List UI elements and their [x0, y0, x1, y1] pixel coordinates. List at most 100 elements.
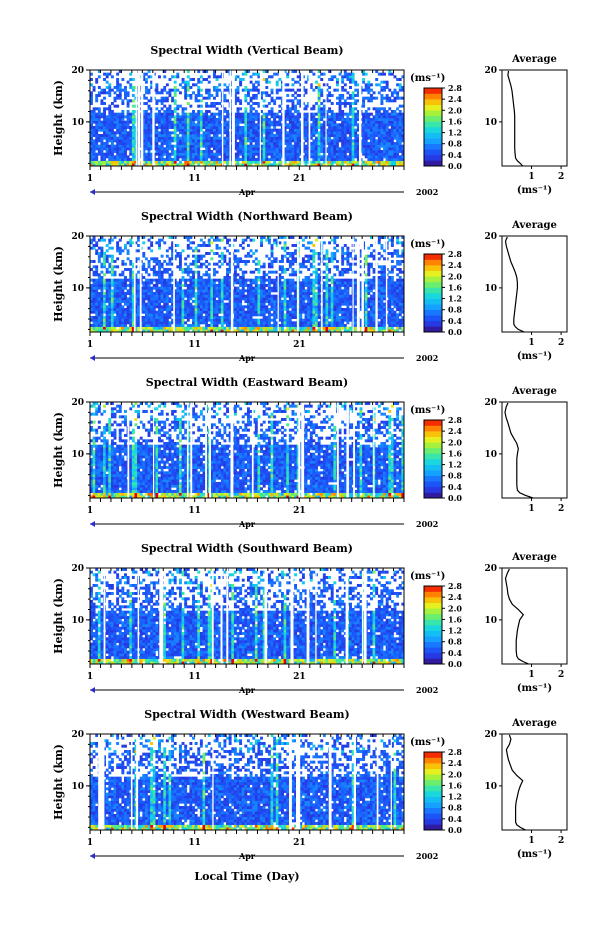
colorbar-tick-label: 0.0: [448, 659, 462, 669]
y-axis-label: Height (km): [52, 744, 65, 820]
colorbar-band: [424, 104, 442, 111]
average-x-tick-label: 1: [528, 338, 534, 348]
colorbar-tick-label: 1.2: [448, 626, 462, 636]
colorbar-band: [424, 818, 442, 825]
colorbar-band: [424, 425, 442, 432]
colorbar-tick-label: 2.8: [448, 83, 462, 93]
colorbar-band: [424, 658, 442, 665]
colorbar-band: [424, 436, 442, 443]
year-label: 2002: [416, 851, 438, 861]
colorbar-tick-label: 2.4: [448, 426, 462, 436]
average-frame: [501, 235, 568, 333]
average-x-label: (ms⁻¹): [517, 849, 552, 860]
month-span-arrow: [90, 853, 95, 859]
colorbar-band: [424, 132, 442, 139]
average-profile-line: [504, 568, 529, 665]
average-y-tick-label: 20: [484, 66, 497, 76]
colorbar-band: [424, 602, 442, 609]
colorbar-tick-label: 0.8: [448, 305, 462, 315]
colorbar-band: [424, 597, 442, 604]
colorbar-tick-label: 2.4: [448, 94, 462, 104]
year-label: 2002: [416, 519, 438, 529]
colorbar-band: [424, 320, 442, 327]
x-tick-label: 21: [293, 340, 306, 350]
colorbar-tick-label: 2.8: [448, 747, 462, 757]
panel-title: Spectral Width (Vertical Beam): [150, 44, 343, 57]
colorbar-tick-label: 2.4: [448, 592, 462, 602]
average-y-tick-label: 10: [484, 616, 497, 626]
average-y-tick-label: 20: [484, 564, 497, 574]
year-label: 2002: [416, 685, 438, 695]
colorbar-band: [424, 326, 442, 333]
colorbar-band: [424, 149, 442, 156]
colorbar-tick-label: 0.8: [448, 637, 462, 647]
colorbar-band: [424, 796, 442, 803]
x-tick-label: 11: [188, 672, 201, 682]
colorbar-band: [424, 768, 442, 775]
average-title: Average: [511, 718, 557, 729]
colorbar-band: [424, 276, 442, 283]
colorbar-tick-label: 2.4: [448, 758, 462, 768]
colorbar-tick-label: 2.0: [448, 437, 462, 447]
month-label: Apr: [238, 187, 256, 197]
colorbar-band: [424, 431, 442, 438]
colorbar-tick-label: 0.8: [448, 471, 462, 481]
y-tick-label: 10: [71, 616, 84, 626]
colorbar-tick-label: 1.6: [448, 614, 462, 624]
colorbar-band: [424, 447, 442, 454]
colorbar-band: [424, 259, 442, 266]
colorbar-unit: (ms⁻¹): [410, 737, 445, 748]
colorbar-band: [424, 757, 442, 764]
colorbar-tick-label: 1.2: [448, 294, 462, 304]
colorbar-band: [424, 802, 442, 809]
colorbar-band: [424, 763, 442, 770]
y-tick-label: 10: [71, 284, 84, 294]
colorbar-band: [424, 442, 442, 449]
average-x-tick-label: 1: [528, 504, 534, 514]
average-x-tick-label: 2: [558, 836, 564, 846]
colorbar-frame: [423, 419, 443, 499]
colorbar-frame: [423, 585, 443, 665]
average-y-tick-label: 10: [484, 782, 497, 792]
colorbar-band: [424, 254, 442, 260]
x-tick-label: 1: [87, 838, 93, 848]
colorbar-band: [424, 785, 442, 792]
month-label: Apr: [238, 685, 256, 695]
average-profile-line: [505, 734, 526, 831]
y-tick-label: 20: [71, 730, 84, 740]
colorbar-band: [424, 475, 442, 482]
average-y-tick-label: 20: [484, 730, 497, 740]
average-profile-line: [504, 402, 534, 499]
y-tick-label: 20: [71, 398, 84, 408]
colorbar-band: [424, 591, 442, 598]
x-tick-label: 21: [293, 174, 306, 184]
colorbar-tick-label: 1.2: [448, 460, 462, 470]
colorbar-band: [424, 625, 442, 631]
month-span-arrow: [90, 189, 95, 195]
year-label: 2002: [416, 187, 438, 197]
colorbar-frame: [423, 87, 443, 167]
average-x-tick-label: 2: [558, 504, 564, 514]
y-tick-label: 20: [71, 564, 84, 574]
month-label: Apr: [238, 353, 256, 363]
x-tick-label: 11: [188, 506, 201, 516]
colorbar-frame: [423, 751, 443, 831]
colorbar-band: [424, 647, 442, 654]
colorbar-tick-label: 1.2: [448, 792, 462, 802]
colorbar-tick-label: 1.2: [448, 128, 462, 138]
average-title: Average: [511, 54, 557, 65]
y-tick-label: 10: [71, 450, 84, 460]
colorbar-band: [424, 630, 442, 637]
colorbar-band: [424, 464, 442, 471]
heatmap-field: [90, 734, 405, 831]
y-tick-label: 20: [71, 66, 84, 76]
colorbar-band: [424, 619, 442, 626]
colorbar-band: [424, 641, 442, 648]
average-x-label: (ms⁻¹): [517, 185, 552, 196]
colorbar-unit: (ms⁻¹): [410, 239, 445, 250]
colorbar-band: [424, 652, 442, 659]
colorbar-band: [424, 420, 442, 426]
y-axis-label: Height (km): [52, 246, 65, 322]
heatmap-field: [90, 568, 405, 665]
colorbar-frame: [423, 253, 443, 333]
